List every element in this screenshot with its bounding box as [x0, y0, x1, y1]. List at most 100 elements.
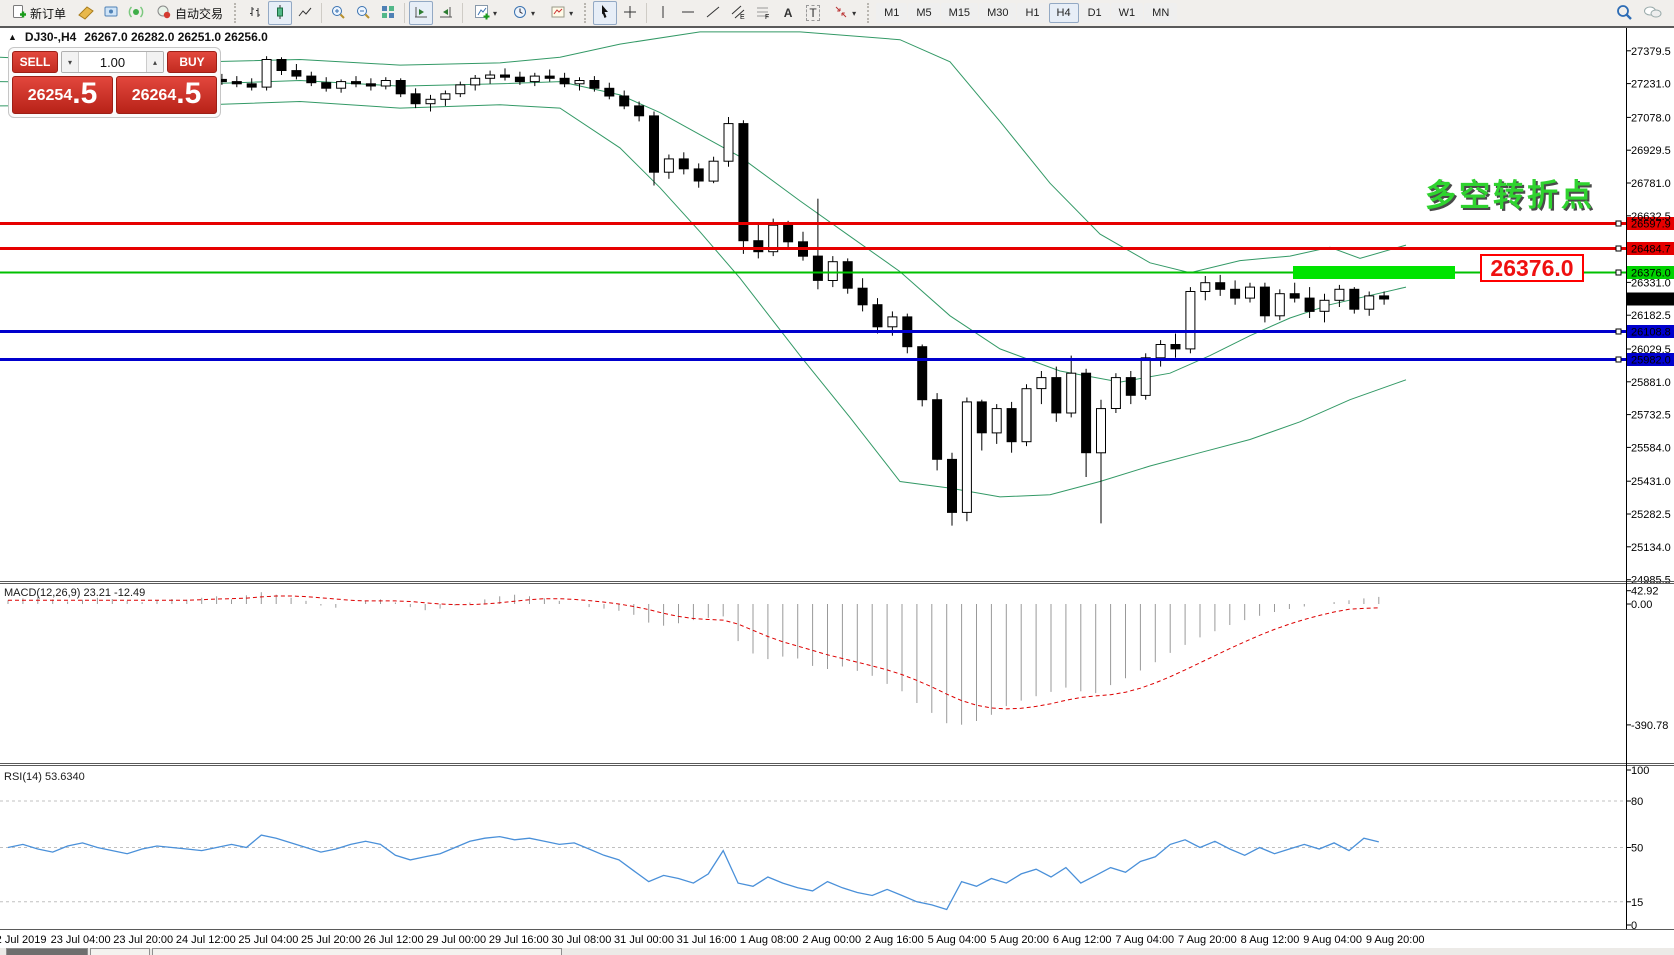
candle [1006, 408, 1017, 443]
toolbar-separator [321, 3, 323, 23]
rsi-indicator-label: RSI(14) 53.6340 [4, 771, 85, 783]
zoom-out-button[interactable] [351, 1, 375, 25]
price-axis-label: 26376.0 [1631, 268, 1671, 280]
tab-timeframe-m15[interactable]: M15 [940, 3, 979, 23]
panel-collapse-icon[interactable]: ▲ [8, 32, 17, 42]
buy-price-main: 26264 [131, 87, 177, 104]
autotrading-button[interactable]: 自动交易 [149, 1, 230, 25]
crosshair-button[interactable] [618, 1, 642, 25]
bollinger-bands-layer [0, 31, 1407, 498]
candle [723, 123, 734, 162]
trendline-button[interactable] [701, 1, 725, 25]
buy-button[interactable]: BUY [167, 51, 217, 73]
chart-canvas[interactable]: 26597.9 26484.7 26376.0 26108.8 25982.0 26256… [0, 28, 1674, 955]
tile-windows-button[interactable] [376, 1, 400, 25]
price-axis-label: 26597.9 [1631, 219, 1671, 231]
text-button[interactable]: A [776, 1, 800, 25]
sell-price-button[interactable]: 26254.5 [12, 76, 113, 114]
equidistant-channel-button[interactable]: E [726, 1, 750, 25]
price-axis-label: 25732.5 [1631, 410, 1671, 422]
window-tab[interactable] [6, 948, 88, 955]
toolbar-separator [646, 3, 648, 23]
search-button[interactable] [1612, 1, 1636, 25]
ohlc-values: 26267.0 26282.0 26251.0 26256.0 [84, 30, 268, 44]
horizontal-line-button[interactable] [676, 1, 700, 25]
editor-button[interactable] [74, 1, 98, 25]
candle [1364, 295, 1375, 310]
buy-price-button[interactable]: 26264.5 [116, 76, 217, 114]
tab-timeframe-h4[interactable]: H4 [1048, 3, 1079, 23]
timeframe-group: M1 M5 M15 M30 H1 H4 D1 W1 MN [876, 3, 1178, 23]
new-order-button[interactable]: 新订单 [4, 1, 73, 25]
price-axis-label: 27078.0 [1631, 112, 1671, 124]
fibonacci-letter: F [765, 14, 769, 20]
window-tab[interactable] [152, 948, 562, 955]
candle [500, 74, 510, 78]
dropdown-caret-icon: ▾ [493, 8, 498, 18]
tab-timeframe-mn[interactable]: MN [1144, 3, 1178, 23]
vertical-line-icon [655, 4, 671, 23]
candle [410, 93, 421, 105]
tab-timeframe-m1[interactable]: M1 [876, 3, 908, 23]
chat-button[interactable] [1640, 1, 1666, 25]
volume-value[interactable]: 1.00 [99, 54, 126, 70]
dropdown-caret-icon: ▾ [569, 8, 574, 18]
tab-timeframe-d1[interactable]: D1 [1079, 3, 1110, 23]
arrows-button[interactable]: ▾ [826, 1, 863, 25]
volume-increase-button[interactable]: ▴ [146, 52, 163, 72]
sell-button[interactable]: SELL [12, 51, 58, 73]
rsi-axis-label: 50 [1631, 843, 1643, 855]
line-chart-button[interactable] [293, 1, 317, 25]
candlestick-chart-button[interactable] [268, 1, 293, 25]
price-axis[interactable]: 27379.5 27231.0 27078.0 26929.5 26781.0 26632… [1626, 46, 1671, 587]
candle [619, 95, 630, 107]
turning-point-annotation[interactable]: 多空转折点 [1425, 178, 1595, 213]
highlight-rectangle-object[interactable] [1293, 266, 1455, 279]
line-anchor-handle[interactable] [1615, 356, 1622, 363]
terminal-icon [103, 4, 119, 23]
terminal-button[interactable] [99, 1, 123, 25]
price-axis-label: 26929.5 [1631, 145, 1671, 157]
candle [529, 75, 540, 83]
periods-button[interactable]: ▾ [505, 1, 542, 25]
signals-button[interactable] [124, 1, 148, 25]
vertical-line-button[interactable] [651, 1, 675, 25]
line-anchor-handle[interactable] [1615, 245, 1622, 252]
zoom-in-button[interactable] [326, 1, 350, 25]
bar-chart-button[interactable] [243, 1, 267, 25]
price-callout-box[interactable]: 26376.0 [1480, 254, 1584, 282]
indicators-button[interactable]: ▾ [467, 1, 504, 25]
window-tab[interactable] [90, 948, 150, 955]
templates-button[interactable]: ▾ [543, 1, 580, 25]
volume-stepper[interactable]: ▾ 1.00 ▴ [61, 51, 164, 73]
candle [1081, 372, 1092, 454]
text-label-button[interactable]: T [801, 1, 825, 25]
candle [380, 80, 391, 87]
auto-scroll-button[interactable] [409, 1, 434, 25]
price-axis-label: 25584.0 [1631, 442, 1671, 454]
line-anchor-handle[interactable] [1615, 328, 1622, 335]
line-anchor-handle[interactable] [1615, 220, 1622, 227]
price-axis-label: 27379.5 [1631, 46, 1671, 58]
candle [753, 240, 764, 253]
price-axis-label: 25431.0 [1631, 476, 1671, 488]
tab-timeframe-m5[interactable]: M5 [908, 3, 940, 23]
volume-decrease-button[interactable]: ▾ [62, 52, 79, 72]
tab-timeframe-m30[interactable]: M30 [979, 3, 1017, 23]
price-axis-label: 25282.5 [1631, 509, 1671, 521]
candle [917, 346, 928, 401]
time-axis-label: 2 Aug 16:00 [865, 934, 924, 946]
fibonacci-button[interactable]: F [751, 1, 775, 25]
tab-timeframe-w1[interactable]: W1 [1110, 3, 1144, 23]
tab-timeframe-h1[interactable]: H1 [1017, 3, 1048, 23]
price-axis-label: 26484.7 [1631, 244, 1671, 256]
symbol-period-label: DJ30-,H4 [24, 30, 77, 44]
cursor-button[interactable] [593, 1, 618, 25]
candle [365, 83, 376, 87]
chart-shift-button[interactable] [434, 1, 458, 25]
candle [306, 75, 317, 84]
candle [291, 70, 302, 77]
line-anchor-handle[interactable] [1615, 269, 1622, 276]
search-icon [1615, 3, 1633, 24]
